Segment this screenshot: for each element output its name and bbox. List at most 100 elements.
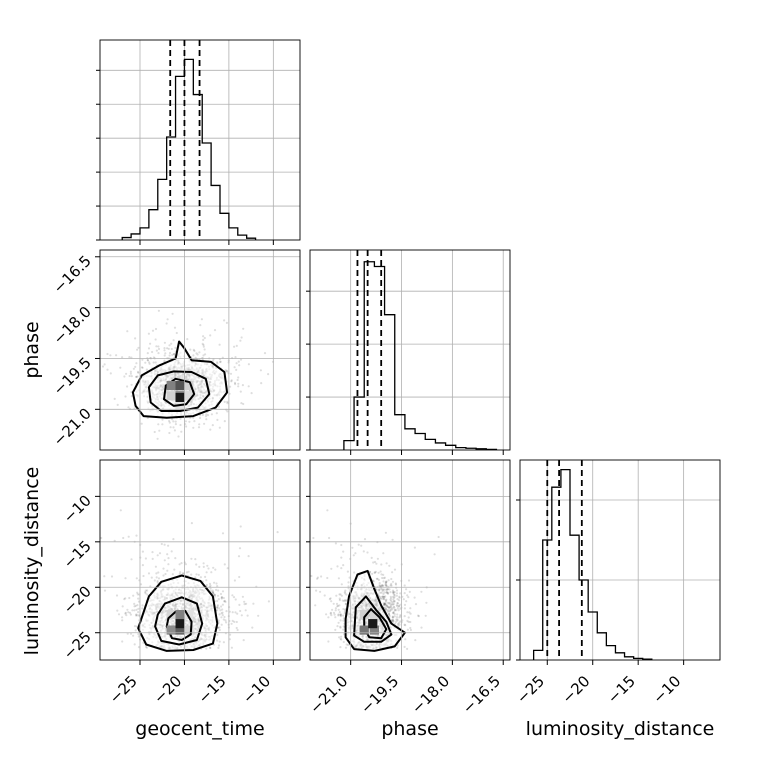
scatter-point (133, 625, 137, 628)
scatter-point (172, 426, 175, 429)
scatter-point (160, 542, 163, 546)
scatter-point (194, 558, 197, 561)
scatter-point (391, 616, 394, 619)
scatter-point (238, 364, 241, 367)
scatter-point (192, 416, 195, 419)
scatter-point (352, 554, 355, 557)
scatter-point (216, 361, 219, 364)
scatter-point (267, 600, 270, 603)
scatter-point (247, 363, 250, 366)
grid-lines (100, 460, 300, 660)
scatter-point (391, 620, 394, 624)
scatter-point (218, 426, 221, 429)
scatter-point (339, 626, 342, 629)
scatter-point (219, 609, 222, 612)
scatter-point (218, 626, 221, 629)
scatter-point (194, 576, 197, 579)
scatter-point (164, 572, 167, 576)
scatter-point (144, 592, 147, 595)
scatter-point (116, 609, 119, 612)
scatter-point (381, 589, 384, 593)
scatter-point (185, 571, 188, 574)
scatter-point (179, 417, 182, 420)
scatter-point (376, 557, 379, 560)
scatter-point (338, 593, 341, 596)
scatter-point (171, 312, 174, 315)
scatter-point (141, 564, 144, 567)
scatter-point (342, 640, 345, 644)
scatter-point (312, 536, 315, 540)
scatter-point (135, 534, 138, 537)
scatter-point (396, 613, 399, 616)
scatter-point (398, 621, 401, 625)
scatter-point (210, 571, 213, 574)
scatter-point (375, 588, 378, 592)
scatter-point (136, 375, 139, 378)
scatter-point (163, 359, 166, 362)
scatter-point (206, 414, 210, 417)
scatter-point (126, 330, 129, 333)
scatter-point (334, 609, 337, 612)
scatter-point (144, 591, 147, 594)
scatter-point (346, 570, 349, 573)
scatter-point (134, 365, 137, 368)
scatter-point (133, 609, 136, 612)
scatter-point (391, 618, 395, 622)
scatter-point (392, 600, 395, 604)
scatter-point (380, 584, 384, 587)
scatter-point (216, 633, 219, 637)
scatter-point (334, 607, 337, 610)
scatter-point (344, 592, 347, 595)
scatter-point (329, 597, 332, 600)
scatter-point (225, 321, 228, 324)
scatter-point (122, 536, 125, 540)
scatter-point (386, 591, 389, 594)
scatter-point (215, 412, 218, 415)
scatter-point (390, 608, 393, 611)
scatter-point (381, 595, 384, 598)
scatter-point (392, 590, 395, 593)
scatter-point (173, 568, 176, 571)
scatter-point (316, 577, 319, 580)
panel-frame (99, 249, 301, 451)
scatter-point (133, 605, 136, 608)
scatter-point (239, 390, 242, 393)
scatter-point (389, 591, 392, 594)
scatter-point (381, 588, 384, 591)
scatter-point (129, 613, 132, 616)
scatter-point (121, 640, 124, 643)
scatter-point (153, 579, 156, 582)
contour-level-3 (165, 609, 193, 641)
scatter-point (383, 576, 386, 579)
scatter-point (178, 563, 181, 566)
scatter-point (218, 607, 221, 610)
scatter-point (246, 614, 249, 617)
scatter-point (198, 565, 201, 569)
scatter-point (136, 614, 139, 617)
scatter-point (398, 616, 401, 619)
density-cell-core (166, 625, 176, 635)
scatter-point (391, 580, 395, 583)
scatter-point (378, 582, 381, 585)
scatter-point (192, 348, 195, 351)
scatter-point (170, 347, 173, 351)
scatter-point (113, 397, 116, 400)
scatter-point (135, 608, 138, 611)
scatter-point (103, 589, 107, 592)
scatter-point (220, 616, 223, 619)
scatter-point (225, 369, 228, 372)
scatter-point (124, 612, 127, 615)
scatter-point (378, 584, 381, 587)
scatter-point (392, 591, 395, 594)
scatter-point (119, 366, 122, 369)
scatter-point (137, 607, 140, 610)
scatter-point (152, 356, 155, 359)
x-tick-label: −25 (106, 672, 141, 707)
scatter-point (343, 612, 346, 615)
scatter-point (216, 604, 219, 607)
scatter-point (145, 645, 148, 649)
scatter-point (340, 635, 343, 638)
scatter-point (242, 402, 245, 406)
x-tick-label: −18.0 (408, 672, 453, 717)
scatter-point (336, 565, 339, 568)
